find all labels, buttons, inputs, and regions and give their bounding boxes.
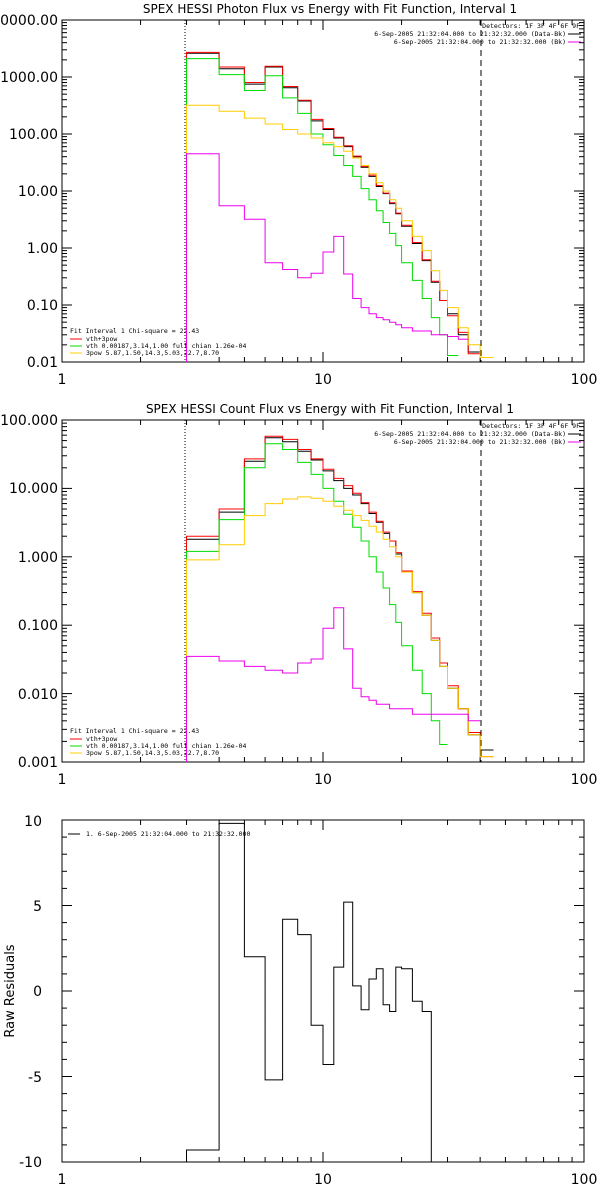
residuals-x-ticks: 1 10 100 bbox=[58, 1172, 598, 1188]
residuals-ytick-neg10: -10 bbox=[19, 1155, 42, 1171]
residuals-y-label: Raw Residuals bbox=[3, 944, 18, 1037]
axis-ticks bbox=[61, 420, 584, 763]
photon-legend-fit: Fit Interval 1 Chi-square = 22.43 bbox=[70, 327, 199, 335]
photon-legend-data-bk: 6-Sep-2005 21:32:04.000 to 21:32:32.000 … bbox=[374, 30, 566, 38]
residuals-plot-frame bbox=[61, 819, 585, 1163]
residuals-legend-text: 1. 6-Sep-2005 21:32:04.000 to 21:32:32.0… bbox=[86, 830, 250, 838]
count-ytick-0.001: 0.001 bbox=[18, 755, 58, 771]
series-3pow bbox=[186, 104, 494, 362]
series-vth bbox=[186, 58, 459, 362]
photon-ytick-0.1: 0.10 bbox=[27, 298, 58, 314]
count-ytick-1: 1.000 bbox=[18, 550, 58, 566]
residuals-ytick-neg5: -5 bbox=[28, 1070, 42, 1086]
count-flux-panel: SPEX HESSI Count Flux vs Energy with Fit… bbox=[0, 402, 597, 788]
photon-legend-vth3pow: vth+3pow bbox=[86, 335, 117, 343]
photon-ytick-1000: 1000.00 bbox=[0, 70, 58, 86]
photon-ytick-1: 1.00 bbox=[27, 241, 58, 257]
photon-ytick-10: 10.00 bbox=[18, 184, 58, 200]
residuals-ytick-0: 0 bbox=[33, 984, 42, 1000]
count-ytick-100: 100.000 bbox=[0, 413, 58, 429]
count-y-ticks: 100.000 10.000 1.000 0.100 0.010 0.001 bbox=[0, 413, 58, 771]
series-bk bbox=[186, 153, 469, 362]
count-xtick-10: 10 bbox=[314, 772, 332, 788]
photon-ytick-0.01: 0.01 bbox=[27, 355, 58, 371]
count-ytick-0.01: 0.010 bbox=[18, 687, 58, 703]
photon-x-ticks: 1 10 100 bbox=[58, 372, 598, 388]
series-residuals bbox=[186, 822, 440, 1163]
count-legend-vth: vth 0.00187,3.14,1.00 full chian 1.26e-0… bbox=[86, 742, 247, 750]
count-legend-detectors: Detectors: 1F 3F 4F 6F 9F bbox=[482, 422, 580, 430]
residuals-y-ticks: 10 5 0 -5 -10 bbox=[19, 814, 42, 1171]
series-vth bbox=[186, 443, 448, 762]
series-vth-3pow bbox=[186, 51, 481, 362]
count-legend-3pow: 3pow 5.87,1.50,14.3,5.03,22.7,8.70 bbox=[86, 749, 219, 757]
series-data-bk bbox=[186, 437, 494, 762]
series-3pow bbox=[186, 496, 494, 762]
residuals-panel: Raw Residuals 10 5 0 -5 -10 1 10 100 1. … bbox=[3, 814, 597, 1188]
photon-ytick-100: 100.00 bbox=[9, 127, 58, 143]
count-chart-title: SPEX HESSI Count Flux vs Energy with Fit… bbox=[146, 402, 514, 416]
count-x-ticks: 1 10 100 bbox=[58, 772, 598, 788]
count-xtick-100: 100 bbox=[571, 772, 598, 788]
photon-xtick-1: 1 bbox=[58, 372, 67, 388]
series-vth-3pow bbox=[186, 435, 494, 762]
residuals-ytick-5: 5 bbox=[33, 899, 42, 915]
count-legend-fit: Fit Interval 1 Chi-square = 22.43 bbox=[70, 727, 199, 735]
count-legend-top-right: Detectors: 1F 3F 4F 6F 9F 6-Sep-2005 21:… bbox=[374, 422, 581, 446]
count-legend-data-bk: 6-Sep-2005 21:32:04.000 to 21:32:32.000 … bbox=[374, 430, 566, 438]
photon-legend-detectors: Detectors: 1F 3F 4F 6F 9F bbox=[482, 22, 580, 30]
count-legend-vth3pow: vth+3pow bbox=[86, 735, 117, 743]
residuals-series bbox=[61, 819, 584, 1163]
photon-flux-panel: SPEX HESSI Photon Flux vs Energy with Fi… bbox=[0, 2, 597, 388]
photon-legend-3pow: 3pow 5.87,1.50,14.3,5.03,22.7,8.70 bbox=[86, 349, 219, 357]
photon-legend-vth: vth 0.00187,3.14,1.00 full chian 1.26e-0… bbox=[86, 342, 247, 350]
count-legend-bk: 6-Sep-2005 21:32:04.000 to 21:32:32.000 … bbox=[394, 438, 566, 446]
residuals-xtick-100: 100 bbox=[571, 1172, 598, 1188]
photon-chart-title: SPEX HESSI Photon Flux vs Energy with Fi… bbox=[143, 2, 517, 16]
photon-xtick-100: 100 bbox=[571, 372, 598, 388]
residuals-ytick-10: 10 bbox=[24, 814, 42, 830]
axis-ticks bbox=[61, 819, 584, 1163]
count-ytick-10: 10.000 bbox=[9, 481, 58, 497]
photon-legend-bk: 6-Sep-2005 21:32:04.000 to 21:32:32.000 … bbox=[394, 38, 566, 46]
count-legend-bottom-left: Fit Interval 1 Chi-square = 22.43 vth+3p… bbox=[70, 727, 247, 757]
photon-legend-top-right: Detectors: 1F 3F 4F 6F 9F 6-Sep-2005 21:… bbox=[374, 22, 581, 46]
count-series bbox=[61, 420, 584, 763]
residuals-xtick-1: 1 bbox=[58, 1172, 67, 1188]
count-xtick-1: 1 bbox=[58, 772, 67, 788]
axis-ticks bbox=[61, 20, 584, 363]
series-bk bbox=[186, 607, 481, 762]
photon-plot-frame bbox=[61, 19, 585, 363]
photon-xtick-10: 10 bbox=[314, 372, 332, 388]
count-ytick-0.1: 0.100 bbox=[18, 618, 58, 634]
residuals-xtick-10: 10 bbox=[314, 1172, 332, 1188]
series-data-bk bbox=[186, 52, 481, 362]
photon-legend-bottom-left: Fit Interval 1 Chi-square = 22.43 vth+3p… bbox=[70, 327, 247, 357]
photon-series bbox=[61, 20, 584, 363]
residuals-legend: 1. 6-Sep-2005 21:32:04.000 to 21:32:32.0… bbox=[68, 830, 250, 838]
